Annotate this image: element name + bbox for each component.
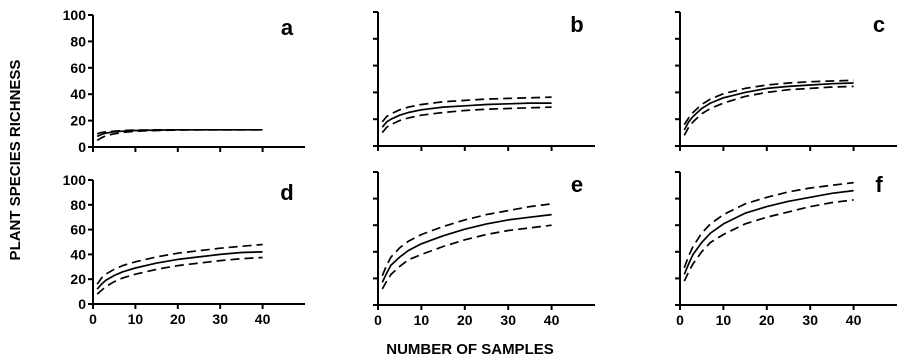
x-tick-label: 0 <box>89 311 97 327</box>
x-tick-label: 30 <box>802 312 818 328</box>
mean-curve-e <box>381 213 552 283</box>
y-tick-label: 40 <box>70 86 86 102</box>
y-tick-label: 100 <box>63 172 87 188</box>
x-tick-label: 10 <box>128 311 144 327</box>
mean-curve-d <box>96 251 263 290</box>
mean-curve-b <box>381 102 552 128</box>
x-tick-label: 40 <box>544 312 560 328</box>
panel-label-d: d <box>280 180 293 205</box>
x-tick-label: 30 <box>212 311 228 327</box>
y-tick-label: 60 <box>70 222 86 238</box>
y-tick-label: 20 <box>70 271 86 287</box>
x-tick-label: 0 <box>676 312 684 328</box>
panel-label-b: b <box>570 12 583 37</box>
x-tick-label: 40 <box>846 312 862 328</box>
mean-curve-f <box>683 189 854 275</box>
upper-ci-curve-d <box>96 243 263 285</box>
x-axis-title: NUMBER OF SAMPLES <box>386 341 554 358</box>
y-tick-label: 60 <box>70 60 86 76</box>
lower-ci-curve-b <box>381 106 552 134</box>
y-tick-label: 80 <box>70 33 86 49</box>
x-tick-label: 20 <box>170 311 186 327</box>
upper-ci-curve-c <box>683 79 854 126</box>
lower-ci-curve-a <box>96 128 263 142</box>
x-tick-label: 20 <box>457 312 473 328</box>
x-tick-label: 10 <box>414 312 430 328</box>
panel-label-f: f <box>875 172 883 197</box>
x-tick-label: 40 <box>255 311 271 327</box>
panel-label-e: e <box>571 172 583 197</box>
x-tick-label: 30 <box>500 312 516 328</box>
upper-ci-curve-b <box>381 96 552 123</box>
mean-curve-c <box>683 82 854 131</box>
upper-ci-curve-e <box>381 203 552 277</box>
panel-label-a: a <box>281 15 294 40</box>
y-tick-label: 0 <box>78 139 86 155</box>
lower-ci-curve-c <box>683 85 854 136</box>
y-tick-label: 40 <box>70 246 86 262</box>
y-tick-label: 80 <box>70 197 86 213</box>
lower-ci-curve-d <box>96 256 263 295</box>
x-tick-label: 0 <box>374 312 382 328</box>
y-tick-label: 100 <box>63 7 87 23</box>
x-tick-label: 10 <box>716 312 732 328</box>
panel-label-c: c <box>873 12 885 37</box>
lower-ci-curve-e <box>381 224 552 290</box>
x-tick-label: 20 <box>759 312 775 328</box>
y-axis-title: PLANT SPECIES RICHNESS <box>7 60 24 261</box>
y-tick-label: 0 <box>78 296 86 312</box>
lower-ci-curve-f <box>683 199 854 282</box>
upper-ci-curve-f <box>683 181 854 269</box>
y-tick-label: 20 <box>70 113 86 129</box>
